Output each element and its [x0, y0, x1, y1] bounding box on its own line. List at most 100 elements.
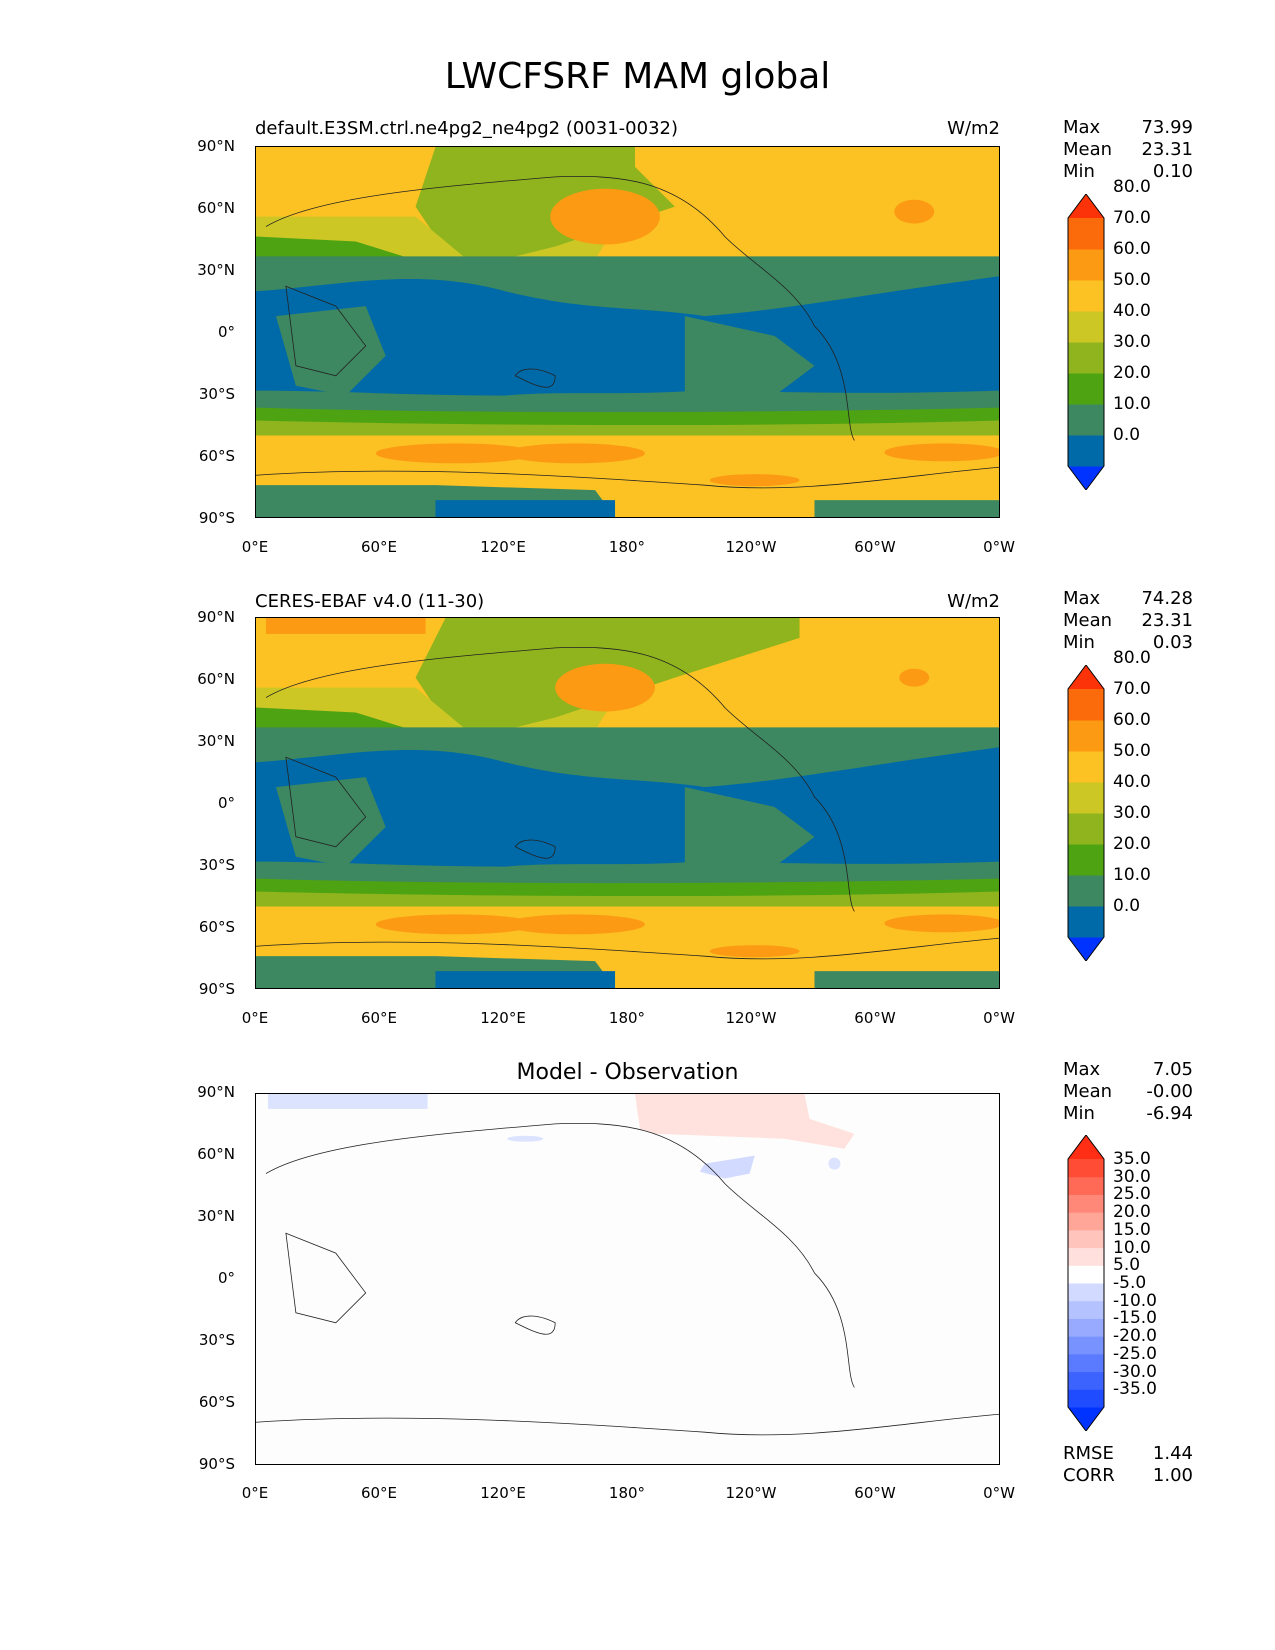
stat-name: Min	[1063, 1103, 1095, 1124]
colorbar-extend-min	[1068, 937, 1104, 961]
colorbar-graphic	[1067, 665, 1105, 961]
colorbar-segment	[1068, 1353, 1104, 1373]
colorbar-segment	[1068, 844, 1104, 876]
colorbar-segment	[1068, 1194, 1104, 1213]
colorbar-segment	[1068, 813, 1104, 845]
colorbar-segment	[1068, 218, 1104, 250]
ytick-label: 30°S	[198, 856, 235, 874]
ytick-label: 90°S	[198, 980, 235, 998]
colorbar-tick-label: 25.0	[1113, 1184, 1151, 1205]
units-label: W/m2	[947, 591, 1000, 612]
colorbar-tick-label: 5.0	[1113, 1255, 1141, 1276]
xtick-label: 0°E	[241, 1484, 269, 1502]
colorbar-segment	[1068, 280, 1104, 312]
colorbar-tick-label: 50.0	[1113, 741, 1151, 761]
colorbar-segment	[1068, 1229, 1104, 1249]
field-map	[256, 147, 999, 517]
colorbar-segment	[1068, 1283, 1104, 1302]
ytick-label: 60°S	[198, 1393, 235, 1411]
colorbar: 0.0 10.0 20.0 30.0 40.0 50.0 60.0 70.0 80.0	[1060, 177, 1190, 490]
stat-value: 1.44	[1152, 1443, 1193, 1464]
xtick-label: 0°E	[241, 538, 269, 556]
colorbar-tick-label: 10.0	[1113, 394, 1151, 414]
colorbar-segment	[1068, 373, 1104, 405]
panel-difference: Model - Observation 90°N 60°N 30°N 0° 30…	[0, 0, 1275, 1502]
ytick-label: 0°	[217, 1269, 235, 1287]
stat-name: Mean	[1063, 139, 1113, 160]
ytick-label: 60°N	[197, 670, 235, 688]
colorbar-tick-label: 60.0	[1113, 710, 1151, 730]
xtick-label: 0°W	[983, 1009, 1015, 1027]
ytick-label: 30°N	[197, 1207, 235, 1225]
ytick-label: 0°	[217, 323, 235, 341]
stat-name: Mean	[1063, 610, 1113, 631]
colorbar-segment	[1068, 1371, 1104, 1390]
colorbar-segment	[1068, 875, 1104, 907]
colorbar-outline	[1067, 1135, 1105, 1431]
colorbar-tick-label: -25.0	[1113, 1343, 1157, 1364]
field-map	[256, 1094, 999, 1464]
colorbar-tick-label: 50.0	[1113, 270, 1151, 290]
colorbar-tick-label: 70.0	[1113, 679, 1151, 699]
colorbar-tick-label: 40.0	[1113, 301, 1151, 321]
ytick-label: 30°S	[198, 1331, 235, 1349]
xtick-label: 0°W	[983, 538, 1015, 556]
stat-value: 23.31	[1141, 139, 1193, 160]
colorbar-segment	[1068, 1389, 1104, 1408]
colorbar-segment	[1068, 751, 1104, 783]
xtick-label: 60°E	[360, 538, 398, 556]
colorbar-tick-label: 30.0	[1113, 332, 1151, 352]
xtick-label: 120°W	[725, 1009, 777, 1027]
colorbar-segment	[1068, 404, 1104, 436]
colorbar-segment	[1068, 689, 1104, 721]
panel-observation: CERES-EBAF v4.0 (11-30) W/m2	[0, 0, 1275, 1027]
stats-footer: RMSE 1.44 CORR 1.00	[1063, 1443, 1193, 1487]
colorbar-tick-label: 20.0	[1113, 834, 1151, 854]
colorbar-graphic	[1067, 1135, 1105, 1431]
stat-name: Mean	[1063, 1081, 1113, 1102]
colorbar-tick-label: 10.0	[1113, 1237, 1151, 1258]
xtick-label: 0°W	[983, 1484, 1015, 1502]
colorbar-tick-label: 80.0	[1113, 648, 1151, 668]
colorbar-tick-label: -15.0	[1113, 1308, 1157, 1329]
xtick-label: 120°E	[480, 1009, 526, 1027]
stat-name: Max	[1063, 117, 1101, 138]
panel-title: default.E3SM.ctrl.ne4pg2_ne4pg2 (0031-00…	[255, 118, 678, 139]
colorbar-tick-label: 70.0	[1113, 208, 1151, 228]
xtick-label: 120°E	[480, 538, 526, 556]
ytick-label: 60°N	[197, 199, 235, 217]
xtick-label: 60°W	[854, 538, 896, 556]
ytick-label: 60°S	[198, 918, 235, 936]
colorbar-segment	[1068, 1176, 1104, 1195]
panel-title: Model - Observation	[516, 1060, 739, 1085]
colorbar-segment	[1068, 1300, 1104, 1319]
colorbar-segment	[1068, 720, 1104, 752]
xtick-label: 60°W	[854, 1484, 896, 1502]
colorbar-tick-label: 0.0	[1113, 425, 1141, 445]
colorbar-segment	[1068, 249, 1104, 281]
stat-value: 0.10	[1152, 161, 1193, 182]
figure-title: LWCFSRF MAM global	[444, 56, 831, 97]
colorbar-extend-min	[1068, 1407, 1104, 1431]
stat-value: 7.05	[1152, 1059, 1193, 1080]
colorbar-tick-label: -10.0	[1113, 1290, 1157, 1311]
ytick-label: 90°S	[198, 1455, 235, 1473]
colorbar-tick-label: 10.0	[1113, 865, 1151, 885]
colorbar-tick-label: -35.0	[1113, 1379, 1157, 1400]
xtick-label: 0°E	[241, 1009, 269, 1027]
colorbar-tick-label: 80.0	[1113, 177, 1151, 197]
colorbar-tick-label: -5.0	[1113, 1273, 1147, 1293]
colorbar-tick-label: 30.0	[1113, 803, 1151, 823]
stat-name: CORR	[1063, 1465, 1115, 1486]
ytick-label: 30°S	[198, 385, 235, 403]
stat-value: 0.03	[1152, 632, 1193, 653]
ytick-label: 90°N	[197, 608, 235, 626]
stat-name: Max	[1063, 1059, 1101, 1080]
ytick-label: 0°	[217, 794, 235, 812]
stat-value: 73.99	[1141, 117, 1193, 138]
colorbar-tick-label: 20.0	[1113, 363, 1151, 383]
colorbar-tick-label: 15.0	[1113, 1219, 1151, 1240]
colorbar-tick-label: 35.0	[1113, 1149, 1151, 1169]
colorbar-graphic	[1067, 194, 1105, 490]
stat-value: 1.00	[1152, 1465, 1193, 1486]
